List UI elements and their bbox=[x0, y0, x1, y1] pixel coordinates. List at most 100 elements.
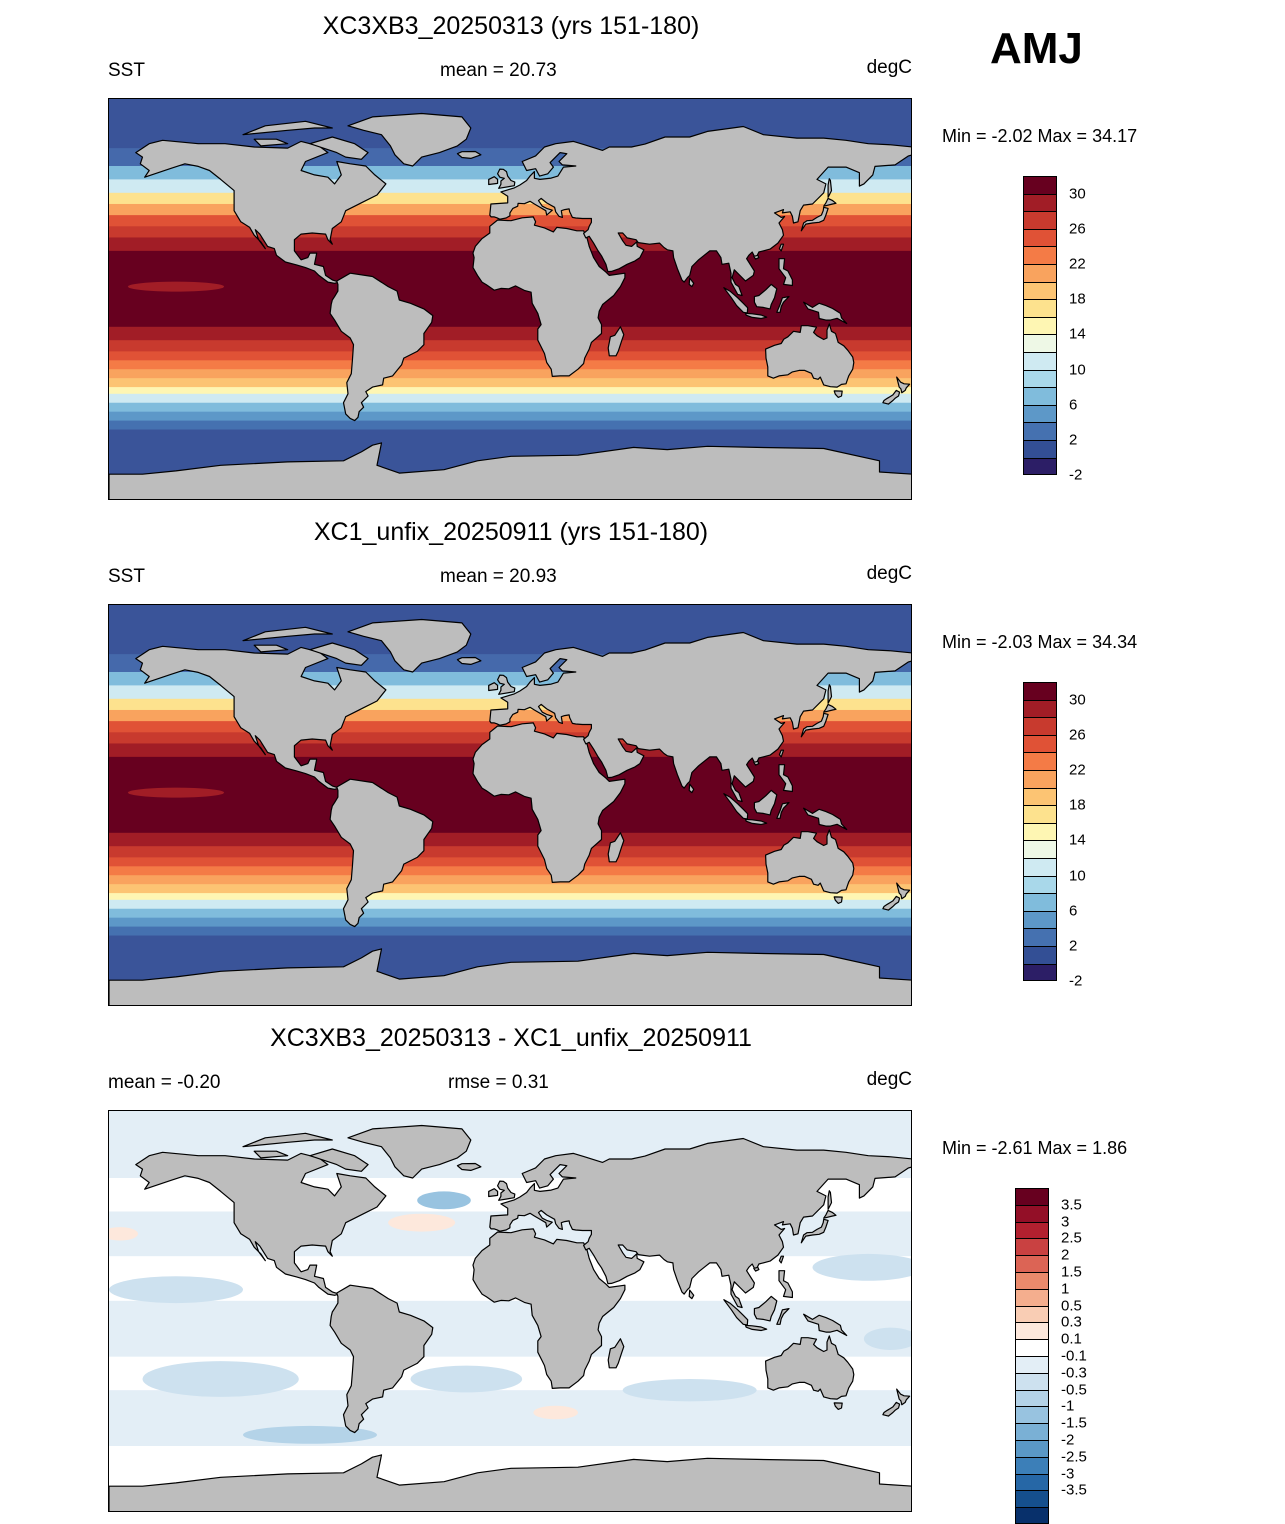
colorbar-label: 2 bbox=[1069, 937, 1078, 955]
colorbar-label: -1.5 bbox=[1061, 1414, 1087, 1432]
landmass bbox=[764, 323, 855, 388]
landmass bbox=[135, 1151, 387, 1296]
colorbar-label: -0.1 bbox=[1061, 1347, 1087, 1365]
panel-1-title: XC3XB3_20250313 (yrs 151-180) bbox=[322, 12, 700, 40]
landmass bbox=[329, 272, 434, 422]
landmass bbox=[778, 1255, 785, 1264]
landmass bbox=[882, 389, 901, 405]
panel-3-mean-label: mean = -0.20 bbox=[108, 1072, 221, 1093]
panel-2-minmax: Min = -2.03 Max = 34.34 bbox=[942, 632, 1138, 652]
colorbar-swatch bbox=[1023, 858, 1057, 876]
colorbar-label: 10 bbox=[1069, 361, 1086, 379]
colorbar-swatch bbox=[1015, 1389, 1049, 1407]
panel-1-mean-label: mean = 20.73 bbox=[440, 60, 557, 81]
landmass bbox=[802, 807, 848, 831]
landmass bbox=[753, 254, 760, 260]
colorbar-label: 3.5 bbox=[1061, 1196, 1082, 1214]
colorbar-swatch bbox=[1023, 699, 1057, 718]
landmass bbox=[109, 442, 911, 499]
colorbar-label: 14 bbox=[1069, 831, 1086, 849]
colorbar-label: 0.3 bbox=[1061, 1313, 1082, 1331]
landmass bbox=[242, 1132, 333, 1148]
colorbar-label: 30 bbox=[1069, 691, 1086, 709]
colorbar-label: 18 bbox=[1069, 796, 1086, 814]
landmass bbox=[778, 258, 794, 287]
landmass bbox=[329, 1284, 434, 1434]
colorbar-swatch bbox=[1023, 387, 1057, 405]
colorbar-swatch bbox=[1015, 1456, 1049, 1474]
landmass bbox=[744, 1324, 768, 1332]
colorbar-swatch bbox=[1015, 1255, 1049, 1272]
landmass bbox=[833, 896, 843, 904]
colorbar-swatch bbox=[1015, 1406, 1049, 1424]
colorbar-label: -0.5 bbox=[1061, 1381, 1087, 1399]
landmass bbox=[607, 1338, 625, 1369]
landmass bbox=[778, 749, 785, 758]
landmass bbox=[802, 1313, 848, 1337]
colorbar-swatch bbox=[1023, 228, 1057, 247]
landmass bbox=[800, 206, 829, 232]
landmass bbox=[135, 645, 387, 790]
panel-2-colorbar: 30 26 22 18 14 10 6 2 -2 bbox=[1023, 682, 1103, 990]
colorbar-swatch bbox=[1023, 787, 1057, 806]
panel-2-title: XC1_unfix_20250911 (yrs 151-180) bbox=[313, 518, 709, 546]
colorbar-swatch bbox=[1023, 369, 1057, 388]
landmass bbox=[347, 112, 472, 167]
colorbar-swatch bbox=[1023, 246, 1057, 264]
colorbar-swatch bbox=[1015, 1272, 1049, 1289]
colorbar-swatch bbox=[1023, 281, 1057, 300]
colorbar-label: -0.3 bbox=[1061, 1364, 1087, 1382]
landmass bbox=[744, 312, 768, 320]
colorbar-label: 10 bbox=[1069, 867, 1086, 885]
landmass bbox=[753, 283, 778, 310]
landmass bbox=[778, 1270, 794, 1299]
landmass bbox=[242, 626, 333, 642]
colorbar-swatch bbox=[1023, 440, 1057, 458]
landmass bbox=[253, 138, 289, 147]
panel-2-variable-label: SST bbox=[108, 566, 145, 587]
colorbar-swatch bbox=[1015, 1372, 1049, 1390]
landmass bbox=[882, 1401, 901, 1417]
colorbar-label: 2.5 bbox=[1061, 1229, 1082, 1247]
colorbar-swatch bbox=[1023, 928, 1057, 946]
landmass bbox=[347, 618, 472, 673]
colorbar-label: -2 bbox=[1061, 1431, 1075, 1449]
colorbar-label: 26 bbox=[1069, 220, 1086, 238]
colorbar-swatch bbox=[1023, 176, 1057, 194]
landmass bbox=[896, 376, 911, 394]
landmass bbox=[753, 1295, 778, 1322]
colorbar-swatch bbox=[1023, 352, 1057, 370]
landmass bbox=[688, 783, 695, 794]
landmass bbox=[109, 1454, 911, 1511]
colorbar-swatch bbox=[1023, 334, 1057, 352]
landmass bbox=[833, 390, 843, 398]
colorbar-swatch bbox=[1023, 682, 1057, 700]
landmass bbox=[135, 139, 387, 284]
panel-3-map bbox=[108, 1110, 912, 1512]
landmass bbox=[753, 789, 778, 816]
colorbar-label: -2.5 bbox=[1061, 1448, 1087, 1466]
landmass bbox=[253, 1150, 289, 1159]
landmass bbox=[753, 1266, 760, 1272]
landmass bbox=[723, 287, 749, 314]
panel-1-minmax: Min = -2.02 Max = 34.17 bbox=[942, 126, 1138, 146]
landmass bbox=[833, 1402, 843, 1410]
landmass bbox=[329, 778, 434, 928]
colorbar-label: -3.5 bbox=[1061, 1481, 1087, 1499]
landmass bbox=[778, 764, 794, 793]
panel-2-mean-label: mean = 20.93 bbox=[440, 566, 557, 587]
landmass bbox=[744, 818, 768, 826]
colorbar-swatch bbox=[1023, 299, 1057, 317]
colorbar-swatch bbox=[1023, 211, 1057, 229]
landmass bbox=[776, 296, 790, 313]
colorbar-label: -2 bbox=[1069, 466, 1083, 484]
landmass bbox=[309, 642, 369, 666]
landmass bbox=[347, 1124, 472, 1179]
landmass bbox=[489, 631, 911, 803]
colorbar-swatch bbox=[1015, 1238, 1049, 1256]
colorbar-swatch bbox=[1015, 1322, 1049, 1340]
colorbar-label: 26 bbox=[1069, 726, 1086, 744]
colorbar-label: 0.5 bbox=[1061, 1297, 1082, 1315]
colorbar-label: 14 bbox=[1069, 325, 1086, 343]
colorbar-swatch bbox=[1023, 805, 1057, 823]
